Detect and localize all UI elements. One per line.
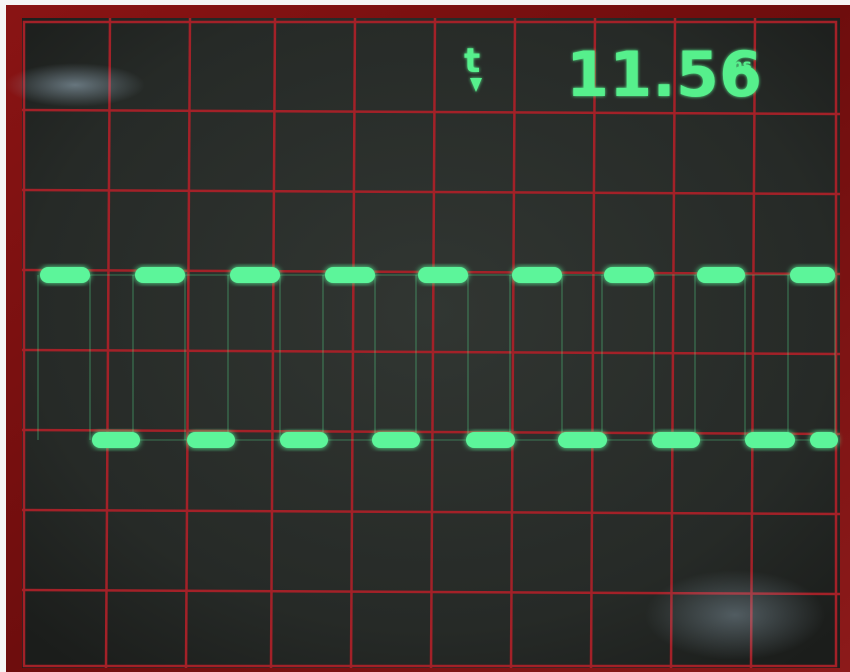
trace-low-segment xyxy=(745,432,795,448)
square-wave-trace xyxy=(37,267,838,448)
trace-low-segment xyxy=(280,432,328,448)
grid-line-vertical xyxy=(509,17,517,669)
grid-line-vertical xyxy=(269,17,277,669)
delta-symbol-label: t xyxy=(464,41,480,81)
trace-low-segment xyxy=(92,432,140,448)
delta-triangle-icon xyxy=(470,78,482,92)
bezel-edge-left xyxy=(0,0,6,672)
grid-line-horizontal xyxy=(21,428,841,436)
delta-time-value: 11.56 xyxy=(566,38,762,111)
grid-line-vertical xyxy=(669,17,677,669)
trace-high-segment xyxy=(325,267,375,283)
trace-low-segment xyxy=(372,432,420,448)
trace-high-segment xyxy=(512,267,562,283)
grid-line-vertical xyxy=(349,17,357,669)
grid-line-vertical xyxy=(104,17,112,669)
grid-line-vertical xyxy=(429,17,437,669)
grid-line-horizontal xyxy=(21,108,841,116)
trace-low-segment xyxy=(652,432,700,448)
trace-low-segment xyxy=(187,432,235,448)
trace-high-segment xyxy=(135,267,185,283)
trace-low-segment xyxy=(558,432,607,448)
bezel-edge-top xyxy=(0,0,850,5)
trace-low-segment xyxy=(810,432,838,448)
delta-time-readout: t 11.56 ms xyxy=(464,38,762,111)
delta-time-unit: ms xyxy=(727,56,752,74)
trace-high-segment xyxy=(418,267,468,283)
glare-reflection-bottom-right xyxy=(645,570,825,660)
grid-line-horizontal xyxy=(21,508,841,516)
glare-reflection-top-left xyxy=(5,63,145,107)
grid-line-horizontal xyxy=(21,188,841,196)
grid-line-vertical xyxy=(589,17,597,669)
grid-line-vertical xyxy=(749,17,757,669)
grid-line-vertical xyxy=(184,17,192,669)
trace-high-segment xyxy=(230,267,280,283)
trace-high-segment xyxy=(604,267,654,283)
trace-low-segment xyxy=(466,432,515,448)
grid-border xyxy=(22,20,838,668)
trace-high-segment xyxy=(697,267,745,283)
trace-high-segment xyxy=(790,267,835,283)
grid-line-horizontal xyxy=(21,348,841,356)
trace-high-segment xyxy=(40,267,90,283)
